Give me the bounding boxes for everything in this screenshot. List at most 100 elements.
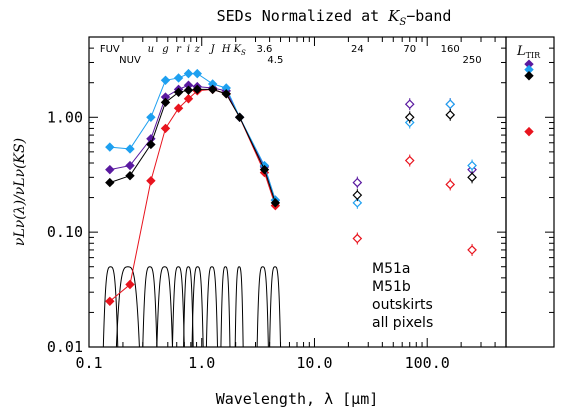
data-point (183, 85, 194, 95)
data-point (192, 84, 202, 95)
data-point (105, 164, 115, 175)
data-point (125, 279, 135, 290)
ltir-point (524, 71, 534, 81)
filter-curve (171, 266, 185, 348)
band-label: 3.6 (256, 44, 272, 55)
band-label: FUV (100, 44, 120, 55)
data-point (146, 139, 156, 150)
series-line (109, 88, 276, 203)
data-point (125, 160, 135, 171)
band-label: 4.5 (267, 55, 283, 66)
data-point (105, 142, 115, 152)
fir-point (404, 99, 415, 110)
axes: 0.1 1.0 10.0 100.0 0.01 0.10 1.00 (47, 36, 554, 372)
chart-title-sub: S (399, 17, 406, 28)
chart-title: SEDs Normalized at KS−band (217, 7, 452, 28)
data-point (173, 103, 184, 113)
fir-point (404, 112, 415, 123)
legend: M51a M51b outskirts all pixels (372, 261, 433, 331)
chart-title-main: SEDs Normalized at (217, 7, 389, 25)
filter-curve (269, 266, 282, 348)
filter-curve (183, 266, 194, 348)
fir-point (352, 233, 363, 244)
x-tick-label: 10.0 (296, 354, 332, 372)
fir-point (467, 172, 477, 183)
ltir-plot-frame (505, 36, 555, 348)
ltir-label-main: L (516, 44, 526, 59)
data-point (160, 97, 171, 108)
band-label: g (162, 44, 168, 55)
filter-curve (191, 266, 204, 348)
band-label: 160 (441, 44, 460, 55)
band-label: J (209, 44, 216, 55)
y-tick-label: 1.00 (47, 108, 83, 126)
data-point (173, 87, 184, 98)
fir-point (352, 190, 363, 200)
data-point (125, 170, 135, 181)
data-point (146, 176, 156, 186)
fir-point (404, 155, 415, 166)
data-point (234, 112, 245, 122)
fir-point (445, 179, 456, 190)
chart-title-tail: −band (406, 7, 451, 25)
data-point (173, 73, 184, 83)
data-point (125, 144, 135, 154)
band-label: 24 (351, 44, 364, 55)
ltir-point (524, 126, 534, 137)
data-series (105, 68, 477, 307)
band-label: KS (233, 44, 246, 57)
legend-item-all-pixels: all pixels (372, 315, 433, 331)
filter-curve (142, 266, 158, 348)
ltir-label-sub: TIR (526, 51, 541, 60)
band-label-sub: S (241, 49, 246, 57)
x-tick-label: 0.1 (75, 354, 102, 372)
filter-curve (234, 266, 244, 348)
data-point (259, 164, 270, 175)
fir-point (352, 197, 363, 208)
data-point (270, 198, 281, 208)
data-point (183, 94, 194, 104)
data-point (105, 296, 115, 307)
fir-point (445, 99, 456, 110)
y-tick-label: 0.10 (47, 223, 83, 241)
band-label: u (148, 44, 154, 55)
series-line (109, 73, 276, 201)
data-point (183, 68, 194, 79)
fir-point (352, 177, 363, 188)
legend-item-outskirts: outskirts (372, 297, 433, 313)
filter-curve (115, 266, 140, 348)
filter-curve (102, 266, 119, 348)
filter-curve (256, 266, 269, 348)
filter-curves (102, 266, 282, 348)
x-tick-label: 100.0 (405, 354, 450, 372)
data-point (160, 123, 171, 134)
filter-curve (220, 266, 231, 348)
data-point (192, 68, 202, 79)
legend-item-m51a: M51a (372, 261, 410, 277)
data-point (207, 84, 218, 95)
band-label: i (187, 44, 190, 55)
legend-item-m51b: M51b (372, 279, 411, 295)
band-label: 70 (403, 44, 416, 55)
fir-point (467, 160, 477, 171)
ltir-points (524, 59, 534, 137)
fir-point (445, 110, 456, 120)
chart-title-var: K (387, 7, 400, 25)
data-point (221, 89, 231, 99)
fir-point (467, 245, 477, 255)
band-label: NUV (119, 55, 141, 66)
band-label: H (221, 44, 231, 55)
filter-curve (205, 266, 219, 348)
x-tick-label: 1.0 (188, 354, 215, 372)
y-tick-label: 0.01 (47, 338, 83, 356)
filter-curve (156, 266, 173, 348)
main-plot-frame (88, 36, 507, 348)
data-point (160, 75, 171, 85)
band-label: z (194, 44, 201, 55)
ltir-label: LTIR (516, 44, 541, 60)
band-label: r (176, 44, 182, 55)
data-point (146, 112, 156, 122)
x-axis-label: Wavelength, λ [μm] (216, 390, 379, 408)
